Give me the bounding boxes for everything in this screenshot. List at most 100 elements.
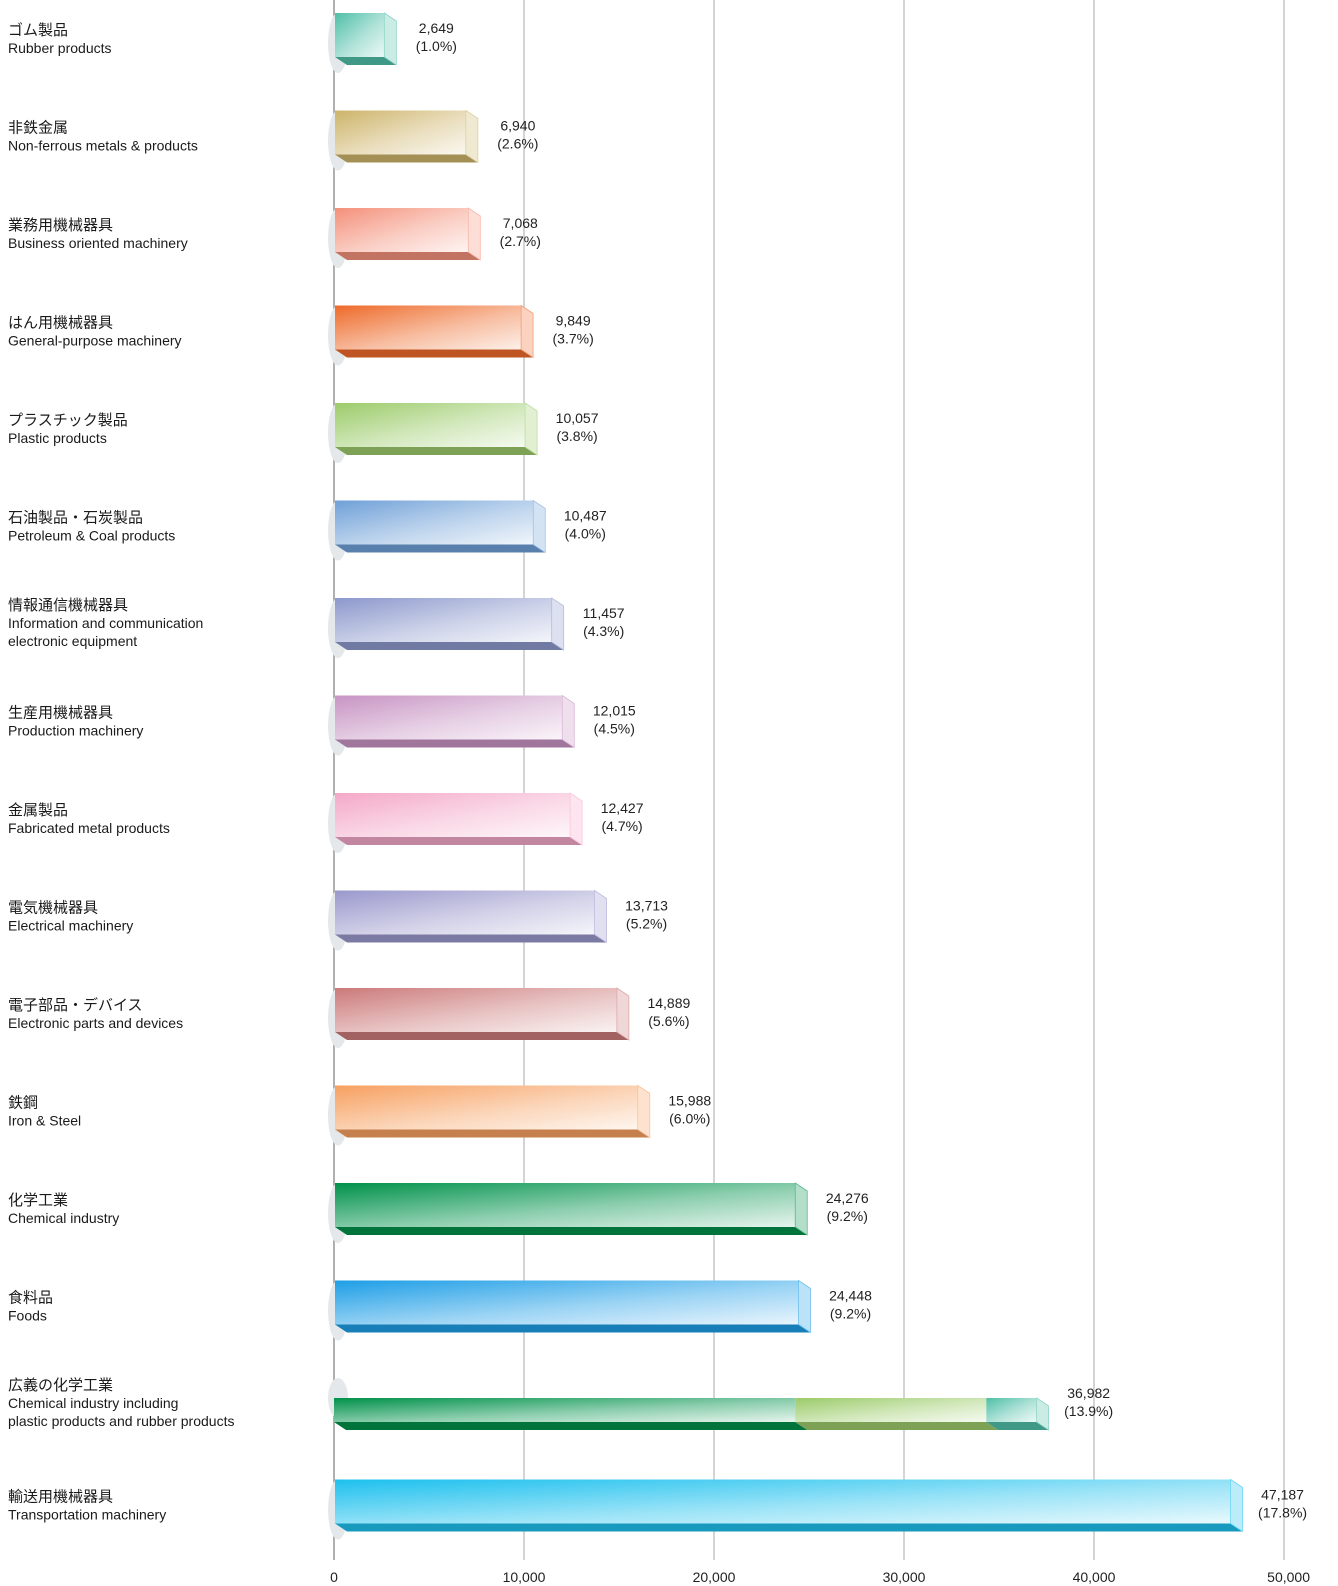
category-label-en: Rubber products [8, 40, 112, 56]
bar-bottom [335, 739, 575, 748]
data-share-label: (4.0%) [565, 526, 606, 542]
category-label-ja: 食料品 [8, 1290, 53, 1307]
category-label-en: plastic products and rubber products [8, 1413, 234, 1429]
data-share-label: (3.8%) [556, 428, 597, 444]
bar-bottom [335, 544, 546, 553]
category-label-ja: 電気機械器具 [8, 900, 98, 917]
data-value-label: 14,889 [647, 995, 690, 1011]
data-value-label: 2,649 [419, 20, 454, 36]
category-label-en: Transportation machinery [8, 1507, 166, 1523]
category-label-en: Non-ferrous metals & products [8, 138, 198, 154]
data-share-label: (2.6%) [497, 136, 538, 152]
category-label-ja: 金属製品 [8, 802, 68, 819]
x-tick-label: 10,000 [503, 1569, 546, 1585]
bar-bottom [335, 1032, 629, 1040]
bar-face [335, 988, 617, 1032]
category-label-en: Production machinery [8, 723, 143, 739]
bar-segment [986, 1398, 1037, 1422]
bar-end [594, 889, 607, 944]
category-label-en: Electrical machinery [8, 918, 133, 934]
data-share-label: (4.7%) [601, 818, 642, 834]
data-share-label: (17.8%) [1258, 1505, 1307, 1521]
category-label-ja: 石油製品・石炭製品 [8, 510, 143, 527]
bar-end [1230, 1478, 1243, 1533]
category-label-ja: 非鉄金属 [8, 120, 68, 137]
value-labels: 2,649 (1.0%) 6,940 (2.6%) 7,068 (2.7%) 9,849 (3… [416, 20, 1307, 1521]
data-value-label: 24,276 [826, 1190, 869, 1206]
bar-end [616, 987, 630, 1041]
category-label-ja: 業務用機械器具 [8, 217, 113, 234]
data-value-label: 10,057 [556, 410, 599, 426]
data-value-label: 15,988 [668, 1093, 711, 1109]
data-share-label: (4.3%) [583, 623, 624, 639]
category-label-en: Information and communication [8, 615, 203, 631]
bar-face [335, 110, 466, 155]
bar-end [1036, 1397, 1050, 1431]
category-label-en: Petroleum & Coal products [8, 528, 175, 544]
data-share-label: (2.7%) [500, 233, 541, 249]
bar-end [569, 792, 583, 846]
data-value-label: 13,713 [625, 898, 668, 914]
bars [328, 12, 1243, 1540]
category-label-ja: 広義の化学工業 [8, 1377, 113, 1394]
x-axis-ticks: 0 10,000 20,000 30,000 40,000 50,000 [330, 1569, 1310, 1585]
bar-end [551, 597, 565, 651]
bar-bottom [335, 1523, 1243, 1532]
bar-face [335, 1479, 1231, 1524]
category-label-ja: 電子部品・デバイス [8, 996, 143, 1014]
category-label-ja: プラスチック製品 [8, 412, 128, 429]
category-label-en: Chemical industry [8, 1210, 119, 1226]
category-label-ja: 鉄鋼 [8, 1095, 38, 1112]
data-value-label: 7,068 [503, 215, 538, 231]
bar-end [465, 109, 479, 164]
bar-face [335, 13, 385, 57]
category-label-en: Electronic parts and devices [8, 1015, 183, 1031]
bar-face [335, 695, 563, 740]
bar-segment-bottom [986, 1422, 1049, 1430]
bar-face [335, 890, 595, 935]
category-label-ja: 情報通信機械器具 [8, 597, 128, 614]
bar-face [335, 305, 522, 350]
data-share-label: (3.7%) [553, 331, 594, 347]
bar-end [467, 207, 481, 261]
category-label-en: electronic equipment [8, 633, 137, 649]
bar-bottom [335, 349, 534, 358]
data-share-label: (6.0%) [669, 1111, 710, 1127]
data-value-label: 12,427 [601, 800, 644, 816]
data-value-label: 12,015 [593, 703, 636, 719]
bar-end [637, 1084, 651, 1139]
bar-end [524, 402, 538, 456]
bar-end [532, 499, 546, 554]
category-label-ja: ゴム製品 [8, 21, 68, 39]
bar-face [335, 208, 469, 252]
bar-end [794, 1182, 808, 1236]
bar-bottom [335, 447, 538, 455]
data-share-label: (13.9%) [1064, 1403, 1113, 1419]
data-value-label: 6,940 [500, 118, 535, 134]
bar-bottom [335, 642, 564, 650]
bar-bottom [335, 252, 481, 260]
bar-bottom [335, 934, 607, 943]
bar-face [335, 1280, 799, 1325]
category-label-en: Plastic products [8, 430, 107, 446]
bar-bottom [335, 1324, 811, 1333]
category-label-en: Iron & Steel [8, 1113, 81, 1129]
data-value-label: 24,448 [829, 1288, 872, 1304]
bar-face [335, 1085, 638, 1130]
bar-end [383, 12, 397, 66]
bar-face [335, 1183, 796, 1227]
x-tick-label: 30,000 [883, 1569, 926, 1585]
category-label-ja: 化学工業 [8, 1192, 68, 1209]
x-tick-label: 40,000 [1073, 1569, 1116, 1585]
x-tick-label: 0 [330, 1569, 338, 1585]
bar-face [335, 500, 534, 545]
bar-bottom [335, 154, 478, 163]
x-tick-label: 50,000 [1267, 1569, 1310, 1585]
bar-end [561, 694, 575, 749]
category-label-en: Business oriented machinery [8, 235, 188, 251]
x-tick-label: 20,000 [693, 1569, 736, 1585]
data-share-label: (4.5%) [594, 721, 635, 737]
data-share-label: (1.0%) [416, 38, 457, 54]
category-label-en: Foods [8, 1308, 47, 1324]
